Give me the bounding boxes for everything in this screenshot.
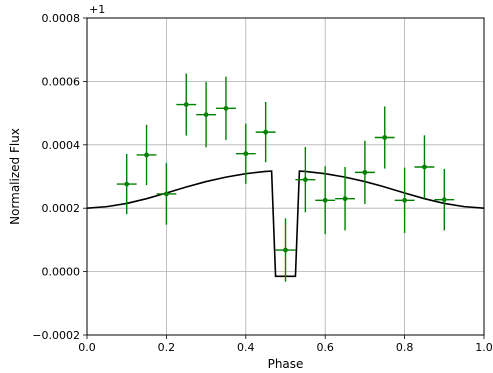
data-point bbox=[374, 106, 395, 169]
data-point bbox=[354, 140, 375, 205]
data-marker bbox=[203, 112, 209, 118]
x-tick-label: 0.6 bbox=[316, 341, 334, 354]
data-marker bbox=[223, 105, 229, 111]
y-tick-label: 0.0002 bbox=[42, 202, 81, 215]
data-point bbox=[235, 123, 256, 184]
data-point bbox=[295, 147, 316, 213]
data-point bbox=[136, 124, 157, 186]
data-marker bbox=[422, 164, 427, 170]
y-axis: −0.0002 0.0000 0.0002 0.0004 0.0006 0.0008 bbox=[32, 12, 87, 342]
x-axis: 0.0 0.2 0.4 0.6 0.8 1.0 bbox=[78, 335, 493, 354]
data-point bbox=[394, 167, 415, 233]
y-tick-label: 0.0008 bbox=[42, 12, 81, 25]
y-tick-label: 0.0000 bbox=[42, 266, 81, 279]
data-marker bbox=[362, 169, 368, 175]
data-marker bbox=[322, 197, 328, 203]
data-point bbox=[434, 168, 455, 231]
data-point bbox=[156, 163, 177, 225]
data-marker bbox=[342, 196, 348, 202]
data-marker bbox=[441, 197, 447, 203]
data-point bbox=[176, 73, 197, 136]
data-point bbox=[315, 166, 336, 235]
x-tick-label: 0.8 bbox=[396, 341, 414, 354]
data-marker bbox=[124, 181, 130, 187]
plot-frame bbox=[86, 17, 485, 336]
data-point bbox=[414, 135, 435, 199]
data-points-layer bbox=[116, 73, 455, 282]
x-tick-label: 0.2 bbox=[158, 341, 176, 354]
data-point bbox=[116, 153, 137, 215]
x-tick-label: 0.0 bbox=[78, 341, 96, 354]
data-marker bbox=[164, 191, 169, 197]
y-tick-label: 0.0004 bbox=[42, 139, 81, 152]
data-marker bbox=[283, 247, 288, 253]
plot-area bbox=[87, 18, 484, 335]
y-tick-label: −0.0002 bbox=[32, 329, 80, 342]
data-marker bbox=[402, 197, 407, 203]
data-point bbox=[216, 76, 236, 141]
x-axis-label: Phase bbox=[268, 357, 304, 371]
data-point bbox=[255, 102, 276, 163]
y-offset-label: +1 bbox=[89, 3, 105, 16]
data-point bbox=[196, 82, 217, 148]
x-tick-label: 0.4 bbox=[237, 341, 255, 354]
data-marker bbox=[144, 152, 149, 158]
data-point bbox=[335, 166, 355, 231]
data-marker bbox=[183, 102, 189, 107]
x-tick-label: 1.0 bbox=[475, 341, 493, 354]
data-marker bbox=[382, 135, 388, 140]
y-tick-label: 0.0006 bbox=[42, 75, 81, 88]
data-marker bbox=[243, 151, 249, 157]
data-point bbox=[275, 218, 296, 282]
y-axis-label: Normalized Flux bbox=[8, 128, 22, 225]
data-marker bbox=[302, 177, 308, 183]
data-marker bbox=[263, 129, 269, 135]
